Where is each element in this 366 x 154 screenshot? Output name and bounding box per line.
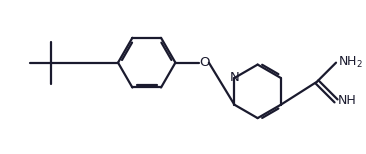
Text: N: N [229,71,239,84]
Text: NH$_2$: NH$_2$ [338,55,363,70]
Text: O: O [199,56,209,69]
Text: NH: NH [338,94,357,107]
